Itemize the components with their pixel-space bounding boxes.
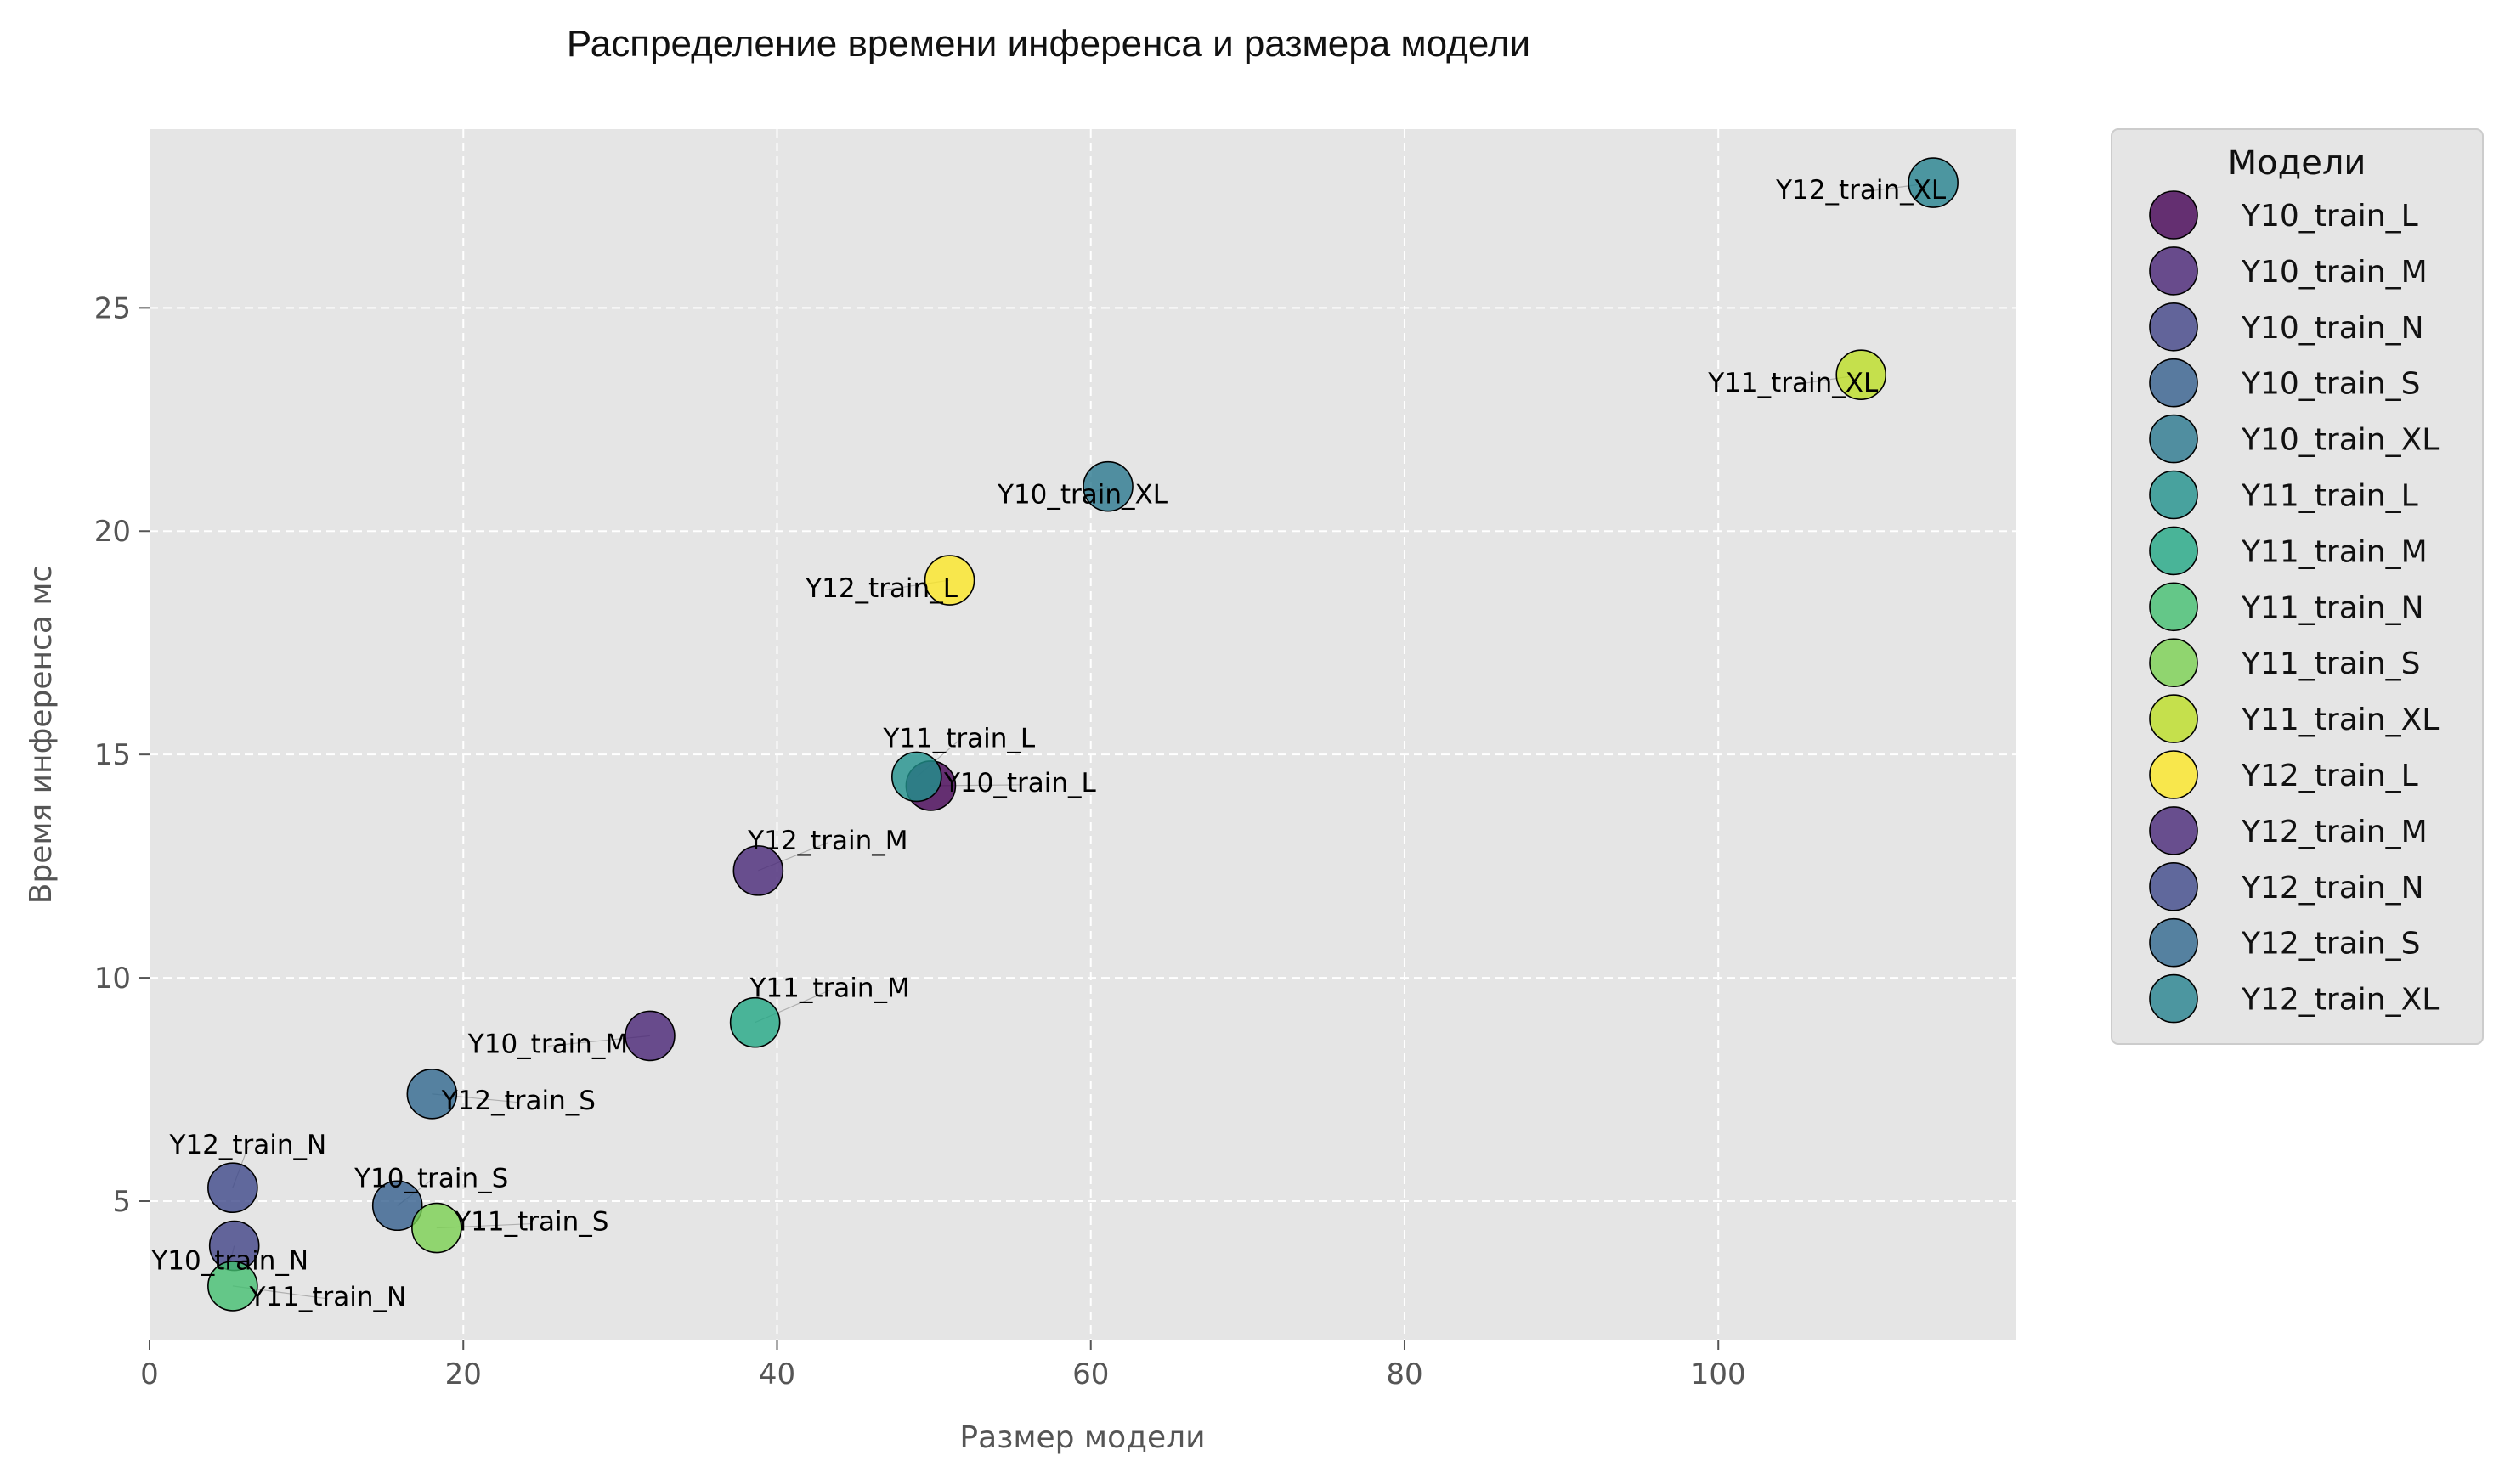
scatter-point bbox=[207, 1162, 258, 1214]
labels-layer: Y10_train_L Y10_train_M Y10_train_N Y10_tra… bbox=[150, 175, 1947, 1312]
point-label: Y11_train_L bbox=[882, 723, 1036, 753]
legend-label: Y12_train_M bbox=[2241, 815, 2428, 849]
scatter-point bbox=[411, 1202, 462, 1254]
scatter-point bbox=[1083, 460, 1134, 512]
point-label: Y12_train_L bbox=[805, 573, 958, 604]
point-label: Y11_train_XL bbox=[1707, 368, 1879, 398]
ticks-layer: 0 20 40 60 80 100 5 10 15 20 25 bbox=[94, 291, 1746, 1391]
legend-marker bbox=[2149, 973, 2198, 1024]
legend-label: Y10_train_S bbox=[2241, 367, 2420, 402]
legend-items: Y10_train_L Y10_train_M Y10_train_N Y10_tra… bbox=[2149, 190, 2439, 1024]
legend-label: Y11_train_L bbox=[2241, 479, 2418, 514]
legend-label: Y10_train_XL bbox=[2241, 423, 2439, 458]
legend-label: Y11_train_M bbox=[2241, 534, 2428, 569]
legend-label: Y12_train_L bbox=[2241, 759, 2418, 793]
legend-marker bbox=[2149, 190, 2198, 240]
legend-marker bbox=[2149, 917, 2198, 968]
scatter-point bbox=[924, 555, 975, 606]
legend-marker bbox=[2149, 246, 2198, 296]
y-tick-label: 20 bbox=[94, 515, 131, 549]
legend-label: Y10_train_M bbox=[2241, 255, 2428, 290]
x-axis-label: Размер модели bbox=[959, 1420, 1205, 1455]
y-tick-label: 25 bbox=[94, 291, 131, 325]
point-label: Y11_train_S bbox=[454, 1207, 608, 1238]
legend-marker bbox=[2149, 302, 2198, 352]
legend-marker bbox=[2149, 526, 2198, 576]
legend-label: Y11_train_XL bbox=[2241, 703, 2439, 737]
x-tick-label: 60 bbox=[1072, 1357, 1109, 1391]
legend: Модели Y10_train_L Y10_train_M Y10_train_N… bbox=[2111, 128, 2484, 1045]
point-label: Y12_train_S bbox=[441, 1086, 596, 1116]
point-label: Y12_train_XL bbox=[1775, 175, 1947, 206]
point-label: Y12_train_N bbox=[168, 1130, 326, 1160]
plot-area bbox=[150, 129, 2016, 1340]
scatter-point bbox=[406, 1068, 458, 1120]
scatter-point bbox=[1835, 349, 1887, 401]
legend-marker bbox=[2149, 638, 2198, 688]
scatter-point bbox=[625, 1010, 676, 1062]
point-label: Y11_train_N bbox=[248, 1282, 406, 1312]
point-label: Y10_train_XL bbox=[997, 480, 1168, 511]
legend-label: Y11_train_S bbox=[2241, 646, 2420, 681]
scatter-point bbox=[371, 1180, 423, 1232]
legend-label: Y11_train_N bbox=[2241, 590, 2424, 625]
legend-marker bbox=[2149, 750, 2198, 799]
point-label: Y10_train_S bbox=[353, 1163, 508, 1193]
legend-marker bbox=[2149, 694, 2198, 743]
legend-label: Y12_train_N bbox=[2241, 871, 2424, 906]
y-axis-label: Время инференса мс bbox=[24, 566, 59, 905]
y-tick-label: 5 bbox=[112, 1185, 131, 1219]
legend-marker bbox=[2149, 414, 2198, 464]
point-label: Y11_train_M bbox=[749, 973, 909, 1004]
x-tick-label: 100 bbox=[1691, 1357, 1746, 1391]
legend-marker bbox=[2149, 862, 2198, 911]
scatter-point bbox=[207, 1261, 258, 1312]
legend-marker bbox=[2149, 358, 2198, 408]
legend-title: Модели bbox=[2228, 144, 2366, 183]
legend-marker bbox=[2149, 806, 2198, 855]
legend-marker bbox=[2149, 582, 2198, 632]
scatter-point bbox=[891, 751, 942, 803]
point-label: Y10_train_N bbox=[150, 1246, 308, 1277]
point-label: Y10_train_M bbox=[467, 1029, 628, 1059]
points-layer bbox=[207, 157, 1959, 1312]
point-label: Y10_train_L bbox=[943, 768, 1097, 798]
legend-label: Y12_train_XL bbox=[2241, 983, 2439, 1018]
legend-box bbox=[2111, 128, 2484, 1045]
legend-label: Y10_train_L bbox=[2241, 199, 2418, 234]
legend-label: Y10_train_N bbox=[2241, 311, 2424, 346]
x-tick-label: 0 bbox=[140, 1357, 159, 1391]
x-tick-label: 20 bbox=[445, 1357, 482, 1391]
x-tick-label: 40 bbox=[759, 1357, 795, 1391]
chart-title: Распределение времени инференса и размер… bbox=[567, 23, 1530, 65]
legend-label: Y12_train_S bbox=[2241, 927, 2420, 962]
scatter-point bbox=[729, 996, 781, 1048]
y-tick-label: 15 bbox=[94, 738, 131, 772]
legend-marker bbox=[2149, 470, 2198, 520]
scatter-point bbox=[1908, 157, 1959, 208]
x-tick-label: 80 bbox=[1386, 1357, 1422, 1391]
scatter-point bbox=[732, 845, 784, 896]
y-tick-label: 10 bbox=[94, 962, 131, 996]
grid-layer bbox=[149, 129, 2016, 1340]
point-label: Y12_train_M bbox=[747, 826, 907, 856]
